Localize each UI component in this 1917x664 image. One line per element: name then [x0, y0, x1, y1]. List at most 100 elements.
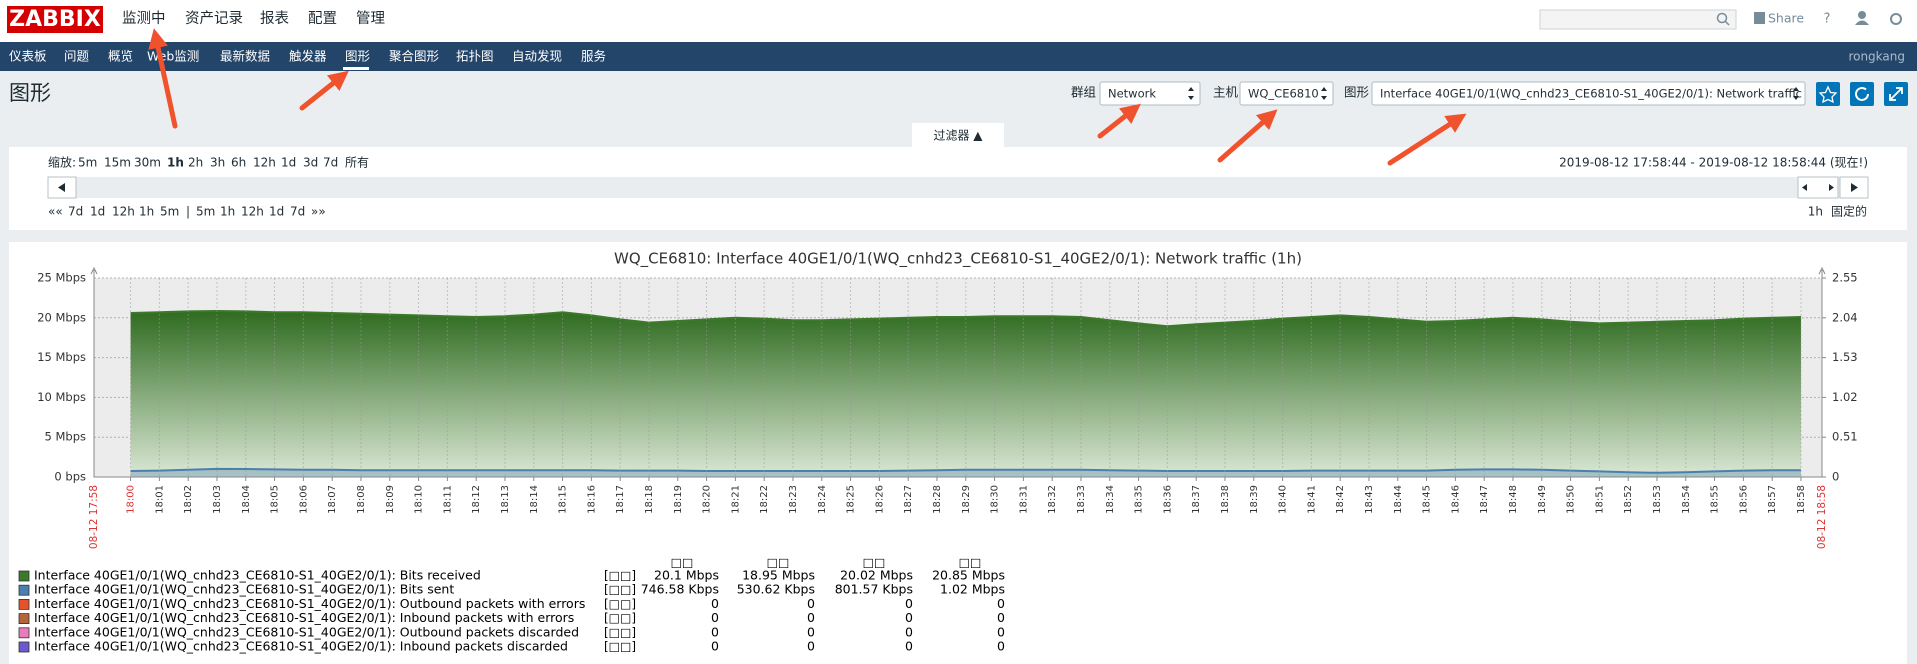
nav-item[interactable]: 仪表板 [9, 49, 47, 64]
nav-item[interactable]: 服务 [581, 49, 606, 64]
zoom-link[interactable]: 30m [134, 156, 161, 170]
search-box[interactable] [1539, 9, 1737, 30]
x-tick-label: 18:25 [846, 485, 857, 514]
x-tick-label: 18:55 [1710, 485, 1721, 514]
y-tick-label: 10 Mbps [37, 390, 86, 404]
shift-link[interactable]: 12h [112, 205, 135, 219]
legend-swatch [18, 599, 30, 610]
nav-item[interactable]: 聚合图形 [389, 49, 440, 64]
select[interactable] [1371, 81, 1806, 106]
menu-item[interactable]: 监测中 [122, 10, 166, 27]
select[interactable] [1099, 81, 1201, 106]
filter-tab-label[interactable]: 过滤器 ▲ [933, 129, 983, 143]
shift-link[interactable]: »» [311, 205, 326, 219]
arrow [299, 70, 349, 111]
x-tick-label: 18:49 [1537, 485, 1548, 514]
legend-stat: 18.95 Mbps [742, 568, 815, 583]
shift-link[interactable]: | [186, 205, 190, 219]
filter-tab[interactable] [912, 123, 1004, 148]
select-value[interactable]: Interface 40GE1/0/1(WQ_cnhd23_CE6810-S1_… [1380, 87, 1802, 101]
menu-item[interactable]: 配置 [308, 10, 337, 27]
nav-item[interactable]: 拓扑图 [456, 49, 494, 64]
share[interactable]: Share [1768, 11, 1804, 26]
x-tick-label: 18:39 [1249, 485, 1260, 514]
nav-item[interactable]: 最新数据 [220, 49, 270, 64]
shift-link[interactable]: 7d [68, 205, 83, 219]
x-tick-label: 18:32 [1047, 485, 1058, 514]
x-tick-label: 18:05 [270, 485, 281, 514]
menu-item[interactable]: 资产记录 [185, 10, 243, 27]
share-icon[interactable] [1754, 12, 1765, 24]
nav-item[interactable]: 图形 [345, 49, 371, 64]
x-tick-label: 18:30 [990, 485, 1001, 514]
x-tick-label: 18:18 [644, 485, 655, 514]
shift-link[interactable]: 5m [160, 205, 179, 219]
zoom-link[interactable]: 6h [231, 156, 246, 170]
help[interactable]: ? [1824, 12, 1831, 27]
zoom-link[interactable]: 12h [253, 156, 276, 170]
shift-link[interactable]: 12h [241, 205, 264, 219]
x-tick-label: 18:35 [1134, 485, 1145, 514]
shift-link[interactable]: «« [48, 205, 63, 219]
zoom-link[interactable]: 1d [281, 156, 296, 170]
zoom-link[interactable]: 1h [167, 156, 184, 170]
shift-link[interactable]: 1d [269, 205, 284, 219]
menu-item[interactable]: 管理 [356, 10, 385, 27]
shift-link[interactable]: 1h [139, 205, 154, 219]
select-value[interactable]: Network [1108, 87, 1156, 101]
nav-item[interactable]: 问题 [64, 49, 90, 64]
timeline-handle[interactable] [1797, 176, 1839, 199]
legend-func: [□□] [604, 640, 636, 654]
graph-title: WQ_CE6810: Interface 40GE1/0/1(WQ_cnhd23… [614, 250, 1302, 269]
shift-link[interactable]: 7d [290, 205, 305, 219]
zoom-link[interactable]: 15m [104, 156, 131, 170]
legend-stat: 0 [997, 624, 1005, 639]
page-title: 图形 [9, 81, 51, 105]
select-value[interactable]: WQ_CE6810 [1248, 87, 1319, 101]
select-arrow [1321, 87, 1327, 100]
x-tick-label: 18:12 [471, 485, 482, 514]
end-label: 08-12 18:58 [1816, 485, 1828, 549]
x-tick-label: 18:36 [1162, 485, 1173, 514]
zoom-link[interactable]: 2h [188, 156, 203, 170]
legend-stat: 0 [997, 639, 1005, 654]
search-icon[interactable] [1716, 12, 1728, 24]
arrow [1217, 109, 1278, 163]
legend-stat: 0 [905, 639, 913, 654]
zoom-link[interactable]: 3h [210, 156, 225, 170]
nav-item[interactable]: 概览 [108, 49, 133, 64]
refresh-icon [1855, 86, 1869, 101]
legend-swatch [18, 570, 30, 582]
zoom-link[interactable]: 所有 [345, 156, 369, 170]
x-tick-label: 18:26 [874, 485, 885, 514]
x-tick-label: 18:24 [817, 485, 828, 514]
logout-icon[interactable] [1890, 13, 1902, 25]
select[interactable] [1239, 81, 1334, 106]
shift-link[interactable]: 5m [196, 205, 215, 219]
shift-link[interactable]: 1h [220, 205, 235, 219]
legend-func: [□□] [604, 583, 636, 597]
nav-item[interactable]: Web监测 [147, 49, 199, 64]
zoom-link[interactable]: 5m [78, 156, 97, 170]
logo: ZABBIX [9, 7, 101, 32]
legend-stat: 20.85 Mbps [932, 568, 1005, 583]
legend-stat: 746.58 Kbps [641, 582, 719, 597]
arrow [148, 28, 178, 129]
legend-stat: 0 [997, 596, 1005, 611]
menu-item[interactable]: 报表 [260, 10, 289, 27]
nav-item[interactable]: 触发器 [289, 49, 327, 64]
legend-name: Interface 40GE1/0/1(WQ_cnhd23_CE6810-S1_… [34, 568, 481, 583]
shift-link[interactable]: 1d [90, 205, 105, 219]
period[interactable]: 1h [1808, 205, 1823, 219]
nav-item[interactable]: 自动发现 [512, 49, 562, 64]
timeline [48, 177, 1868, 198]
y2-tick-label: 2.04 [1832, 310, 1858, 324]
zoom-link[interactable]: 7d [323, 156, 338, 170]
zoom-link[interactable]: 3d [303, 156, 318, 170]
user-icon[interactable] [1858, 11, 1866, 19]
fixed[interactable]: 固定的 [1831, 204, 1867, 219]
y2-tick-label: 2.55 [1832, 271, 1858, 285]
favourite-button[interactable] [1816, 82, 1840, 106]
refresh-button[interactable] [1850, 82, 1874, 106]
legend-stat: 0 [997, 610, 1005, 625]
